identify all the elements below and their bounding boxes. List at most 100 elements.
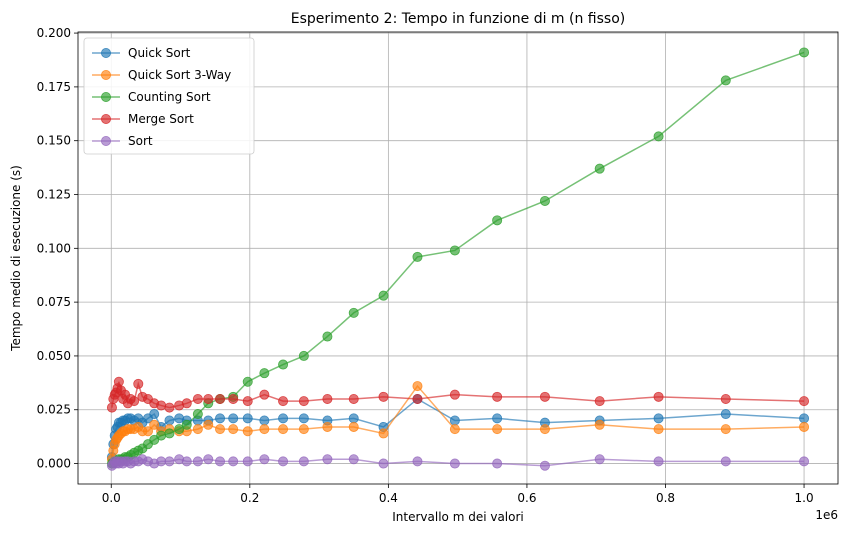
data-point: [348, 454, 359, 465]
data-point: [192, 456, 203, 467]
y-tick-label: 0.200: [37, 26, 71, 40]
data-point: [449, 458, 460, 469]
x-tick-label: 1.0: [795, 491, 814, 505]
data-point: [412, 251, 423, 262]
data-point: [278, 456, 289, 467]
data-point: [653, 391, 664, 402]
x-tick-label: 0.2: [240, 491, 259, 505]
series-layer: [106, 47, 810, 471]
data-point: [799, 47, 810, 58]
data-point: [720, 409, 731, 420]
y-axis-label: Tempo medio di esecuzione (s): [9, 165, 23, 352]
data-point: [449, 424, 460, 435]
data-point: [181, 419, 192, 430]
data-point: [322, 393, 333, 404]
data-point: [594, 454, 605, 465]
series-sort: [106, 454, 810, 471]
data-point: [348, 393, 359, 404]
y-tick-label: 0.150: [37, 134, 71, 148]
data-point: [174, 424, 185, 435]
legend-marker: [101, 135, 112, 146]
data-point: [348, 413, 359, 424]
series-merge-sort: [106, 376, 810, 413]
data-point: [653, 131, 664, 142]
data-point: [259, 389, 270, 400]
data-point: [192, 424, 203, 435]
data-point: [653, 413, 664, 424]
y-tick-label: 0.075: [37, 295, 71, 309]
data-point: [539, 391, 550, 402]
data-point: [594, 163, 605, 174]
data-point: [594, 396, 605, 407]
legend-marker: [101, 70, 112, 81]
data-point: [298, 396, 309, 407]
data-point: [720, 393, 731, 404]
data-point: [164, 415, 175, 426]
data-point: [298, 456, 309, 467]
x-tick-label: 0.0: [102, 491, 121, 505]
data-point: [149, 419, 160, 430]
data-point: [156, 430, 167, 441]
data-point: [322, 454, 333, 465]
data-point: [203, 454, 214, 465]
data-point: [259, 454, 270, 465]
data-point: [133, 378, 144, 389]
data-point: [492, 458, 503, 469]
data-point: [215, 413, 226, 424]
data-point: [149, 409, 160, 420]
data-point: [799, 413, 810, 424]
data-point: [215, 393, 226, 404]
data-point: [113, 376, 124, 387]
data-point: [492, 391, 503, 402]
data-point: [799, 421, 810, 432]
data-point: [164, 428, 175, 439]
data-point: [720, 75, 731, 86]
data-point: [203, 393, 214, 404]
data-point: [378, 391, 389, 402]
legend-marker: [101, 48, 112, 59]
data-point: [653, 424, 664, 435]
legend-box: [83, 37, 255, 155]
data-point: [192, 393, 203, 404]
legend-label: Sort: [128, 134, 153, 148]
x-tick-label: 0.4: [379, 491, 398, 505]
data-point: [539, 195, 550, 206]
legend-item: Quick Sort 3-Way: [92, 68, 231, 82]
data-point: [539, 460, 550, 471]
data-point: [594, 419, 605, 430]
data-point: [322, 331, 333, 342]
data-point: [278, 424, 289, 435]
data-point: [228, 424, 239, 435]
data-point: [298, 350, 309, 361]
data-point: [203, 419, 214, 430]
data-point: [449, 245, 460, 256]
data-point: [215, 456, 226, 467]
chart-title: Esperimento 2: Tempo in funzione di m (n…: [291, 11, 625, 27]
data-point: [449, 389, 460, 400]
data-point: [242, 413, 253, 424]
legend-item: Sort: [92, 134, 153, 148]
data-point: [215, 424, 226, 435]
data-point: [412, 393, 423, 404]
data-point: [539, 424, 550, 435]
data-point: [242, 376, 253, 387]
data-point: [492, 413, 503, 424]
data-point: [228, 393, 239, 404]
y-tick-label: 0.050: [37, 349, 71, 363]
data-point: [348, 307, 359, 318]
legend-label: Merge Sort: [128, 112, 194, 126]
data-point: [492, 424, 503, 435]
legend-label: Quick Sort: [128, 46, 191, 60]
data-point: [378, 428, 389, 439]
data-point: [156, 456, 167, 467]
data-point: [412, 381, 423, 392]
x-axis-label: Intervallo m dei valori: [392, 510, 524, 524]
y-tick-label: 0.000: [37, 457, 71, 471]
x-offset-label: 1e6: [815, 508, 838, 522]
data-point: [720, 456, 731, 467]
x-tick-label: 0.6: [517, 491, 536, 505]
data-point: [492, 215, 503, 226]
legend: Quick Sort Quick Sort 3-Way Counting Sort M…: [83, 37, 255, 155]
data-point: [298, 413, 309, 424]
